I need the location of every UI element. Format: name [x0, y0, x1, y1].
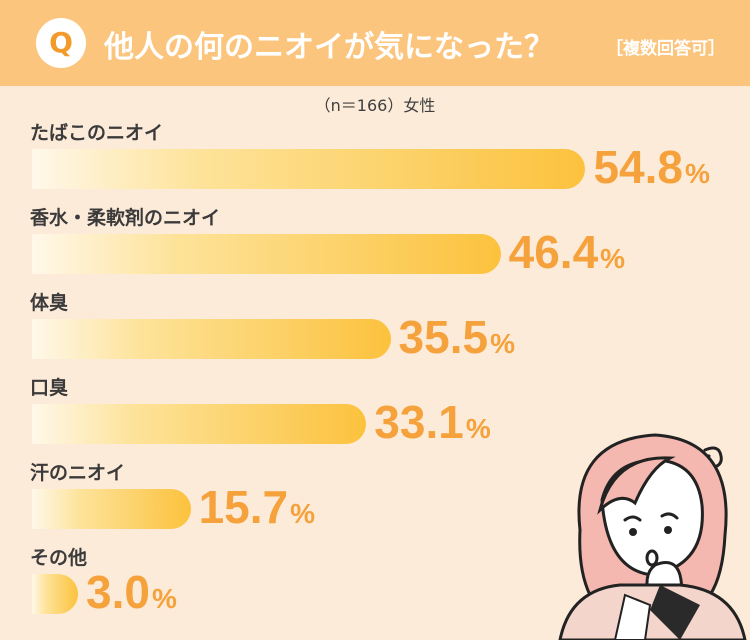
bar [32, 489, 191, 529]
multiple-answer-note: ［複数回答可］ [606, 39, 725, 59]
bar [32, 404, 367, 444]
value-label: 15.7% [198, 481, 315, 533]
bar [32, 234, 501, 274]
chart-title: 他人の何のニオイが気になった？ [104, 30, 554, 65]
value-label: 33.1% [374, 396, 491, 448]
category-label: 香水・柔軟剤のニオイ [30, 207, 221, 229]
bar [32, 149, 586, 189]
category-label: 口臭 [30, 377, 69, 399]
bar [32, 574, 78, 614]
value-label: 3.0% [86, 566, 177, 618]
category-label: 汗のニオイ [30, 462, 126, 484]
sample-size-note: （n＝166）女性 [314, 96, 436, 115]
chart-header: Q 他人の何のニオイが気になった？ ［複数回答可］ [0, 0, 750, 86]
category-label: その他 [30, 547, 88, 569]
question-badge: Q [36, 18, 86, 68]
value-label: 35.5% [398, 311, 515, 363]
thinking-woman-icon [558, 433, 747, 640]
category-label: たばこのニオイ [30, 122, 164, 144]
value-label: 54.8% [593, 141, 710, 193]
bar [32, 319, 391, 359]
value-label: 46.4% [508, 226, 626, 278]
category-label: 体臭 [30, 292, 69, 314]
